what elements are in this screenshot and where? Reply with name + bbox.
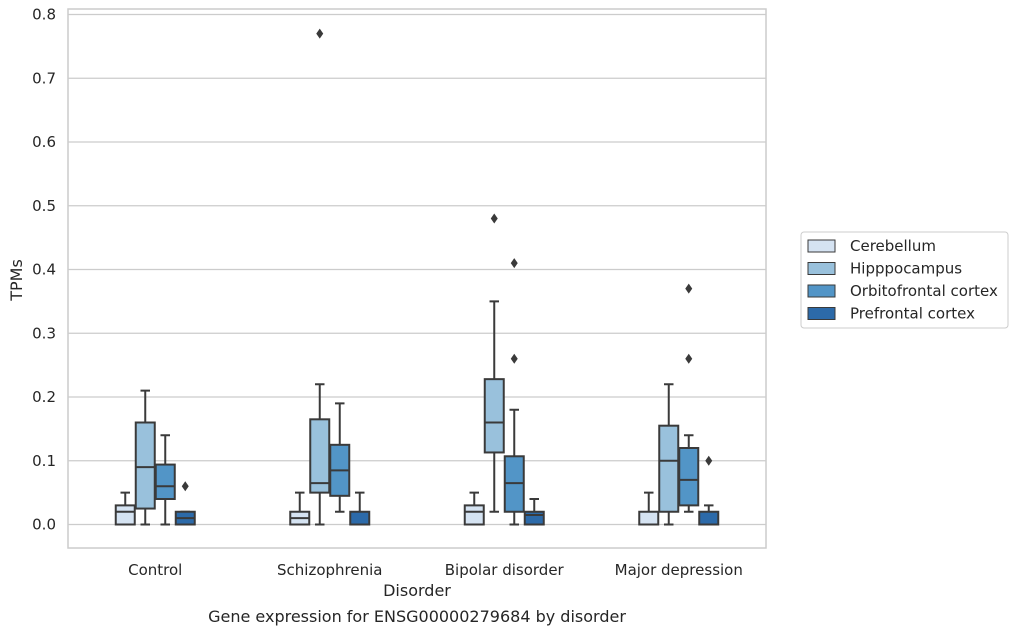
grid-lines [68,13,766,526]
box-body [638,510,660,526]
outlier-point [316,28,324,39]
box-cerebellum [463,491,485,526]
box-cerebellum [638,491,660,526]
legend-swatch [807,307,836,320]
y-tick-labels: 0.0 0.1 0.2 0.3 0.4 0.5 0.6 0.7 0.8 [32,6,56,534]
box-body [678,447,700,507]
legend: Cerebellum Hipppocampus Orbitofrontal cort… [800,231,1009,329]
legend-label: Cerebellum [850,237,936,255]
legend-label: Prefrontal cortex [850,305,975,323]
y-axis-label: TPMs [7,259,26,302]
y-tick-label: 0.8 [32,6,56,24]
x-tick-label: Schizophrenia [277,561,382,579]
box-body [483,378,505,454]
legend-box [800,231,1009,329]
box-orbitofrontal-cortex [678,283,700,513]
outlier-point [510,258,518,269]
outlier-point [510,353,518,364]
x-tick-label: Bipolar disorder [445,561,565,579]
box-prefrontal-cortex [523,498,545,526]
box-hipppocampus [483,213,505,513]
box-prefrontal-cortex [174,481,196,526]
box-prefrontal-cortex [698,455,720,526]
outlier-point [685,353,693,364]
y-tick-label: 0.1 [32,452,56,470]
box-body [134,421,156,510]
y-tick-label: 0.7 [32,69,56,87]
y-tick-label: 0.3 [32,324,56,342]
outlier-point [490,213,498,224]
x-axis-label: Disorder [383,581,451,600]
box-body [523,510,545,526]
outlier-point [685,283,693,294]
box-body [463,504,485,526]
box-cerebellum [289,491,311,526]
outlier-point [705,455,713,466]
legend-swatch [807,284,836,298]
legend-swatch [807,239,836,253]
y-tick-label: 0.0 [32,516,56,534]
box-body [309,418,331,494]
box-series [114,28,720,526]
y-tick-label: 0.4 [32,261,56,279]
y-tick-label: 0.2 [32,388,56,406]
box-body [658,424,680,513]
box-hipppocampus [134,389,156,526]
y-tick-label: 0.6 [32,133,56,151]
box-hipppocampus [658,383,680,526]
box-body [114,504,136,526]
outlier-point [181,481,189,492]
box-hipppocampus [309,28,331,526]
plot-frame [67,8,767,549]
chart-title: Gene expression for ENSG00000279684 by d… [208,607,626,626]
legend-label: Orbitofrontal cortex [850,282,998,300]
box-body [349,510,371,526]
box-body [698,510,720,526]
box-body [154,463,176,501]
box-prefrontal-cortex [349,491,371,526]
x-tick-label: Control [128,561,182,579]
box-orbitofrontal-cortex [503,258,525,526]
box-orbitofrontal-cortex [329,402,351,513]
y-tick-label: 0.5 [32,197,56,215]
box-cerebellum [114,491,136,526]
x-tick-label: Major depression [615,561,743,579]
box-orbitofrontal-cortex [154,434,176,526]
legend-swatch [807,262,836,275]
x-tick-labels: Control Schizophrenia Bipolar disorder Majo… [128,561,743,579]
legend-label: Hipppocampus [850,260,962,278]
